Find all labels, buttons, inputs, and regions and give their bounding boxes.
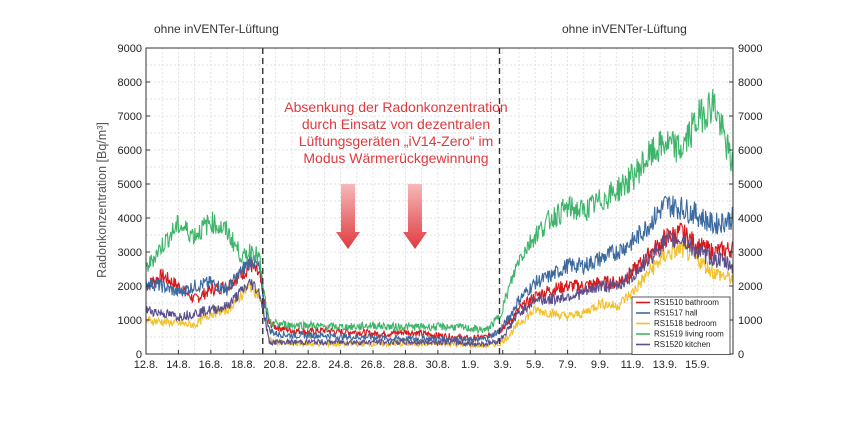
annotation-line-4: Modus Wärmerückgewinnung — [303, 150, 488, 166]
legend-label-1: RS1517 hall — [654, 309, 698, 318]
legend-label-2: RS1518 bedroom — [654, 319, 717, 328]
y-tick-label-left: 8000 — [118, 77, 142, 89]
y-tick-label-left: 4000 — [118, 213, 142, 225]
annotation-line-1: Absenkung der Radonkonzentration — [284, 99, 507, 115]
x-tick-label: 30.8. — [426, 359, 450, 371]
down-arrows — [336, 184, 427, 249]
phase-dividers — [262, 48, 501, 354]
series-line-3 — [145, 88, 734, 335]
x-tick-label: 12.8. — [134, 359, 158, 371]
y-tick-label-left: 3000 — [118, 247, 142, 259]
y-tick-label-right: 6000 — [738, 145, 762, 157]
x-tick-label: 5.9. — [526, 359, 544, 371]
x-tick-label: 1.9. — [461, 359, 479, 371]
y-tick-label-right: 7000 — [738, 111, 762, 123]
down-arrow-left — [336, 184, 360, 249]
y-tick-label-left: 2000 — [118, 281, 142, 293]
x-tick-label: 22.8. — [296, 359, 320, 371]
series-line-1 — [145, 195, 734, 344]
legend-label-4: RS1520 kitchen — [654, 340, 710, 349]
legend-label-3: RS1519 living room — [654, 330, 724, 339]
x-tick-label: 3.9. — [494, 359, 512, 371]
x-tick-label: 28.8. — [393, 359, 417, 371]
x-tick-label: 18.8. — [231, 359, 255, 371]
series-line-4 — [145, 230, 734, 349]
x-tick-label: 7.9. — [558, 359, 576, 371]
y-tick-label-right: 2000 — [738, 281, 762, 293]
x-tick-label: 13.9. — [653, 359, 677, 371]
phase-label-left: ohne inVENTer-Lüftung — [154, 22, 279, 36]
y-ticks-right: 0 1000 2000 3000 4000 5000 6000 7000 8000 9000 — [729, 43, 762, 361]
y-tick-label-right: 8000 — [738, 77, 762, 89]
annotation: Absenkung der Radonkonzentration durch E… — [284, 99, 507, 166]
legend-label-0: RS1510 bathroom — [654, 298, 719, 307]
y-tick-label-left: 7000 — [118, 111, 142, 123]
y-tick-label-left: 6000 — [118, 145, 142, 157]
x-tick-label: 16.8. — [199, 359, 223, 371]
x-tick-label: 26.8. — [361, 359, 385, 371]
x-tick-label: 11.9. — [621, 359, 645, 371]
y-axis-label: Radonkonzentration [Bq/m³] — [95, 122, 109, 278]
x-tick-label: 20.8. — [263, 359, 287, 371]
x-tick-label: 9.9. — [591, 359, 609, 371]
x-tick-label: 15.9. — [685, 359, 709, 371]
series-lines — [145, 88, 734, 350]
y-tick-label-right: 5000 — [738, 179, 762, 191]
y-tick-label-right: 9000 — [738, 43, 762, 55]
y-tick-label-right: 4000 — [738, 213, 762, 225]
y-tick-label-left: 5000 — [118, 179, 142, 191]
annotation-line-2: durch Einsatz von dezentralen — [302, 116, 490, 132]
y-tick-label-right: 1000 — [738, 315, 762, 327]
x-tick-label: 24.8. — [328, 359, 352, 371]
down-arrow-right — [403, 184, 427, 249]
y-ticks-left: 0 1000 2000 3000 4000 5000 6000 7000 8000 9000 — [118, 43, 150, 361]
y-tick-label-left: 0 — [136, 349, 142, 361]
y-tick-label-right: 3000 — [738, 247, 762, 259]
y-tick-label-left: 9000 — [118, 43, 142, 55]
x-tick-label: 14.8. — [166, 359, 190, 371]
annotation-line-3: Lüftungsgeräten „iV14-Zero“ im — [299, 133, 494, 149]
phase-label-right: ohne inVENTer-Lüftung — [562, 22, 687, 36]
y-tick-label-right: 0 — [738, 349, 744, 361]
x-ticks: 12.8. 14.8. 16.8. 18.8. 20.8. 22.8. 24.8. 26.8.… — [134, 350, 710, 371]
plot-frame — [145, 47, 734, 355]
y-tick-label-left: 1000 — [118, 315, 142, 327]
